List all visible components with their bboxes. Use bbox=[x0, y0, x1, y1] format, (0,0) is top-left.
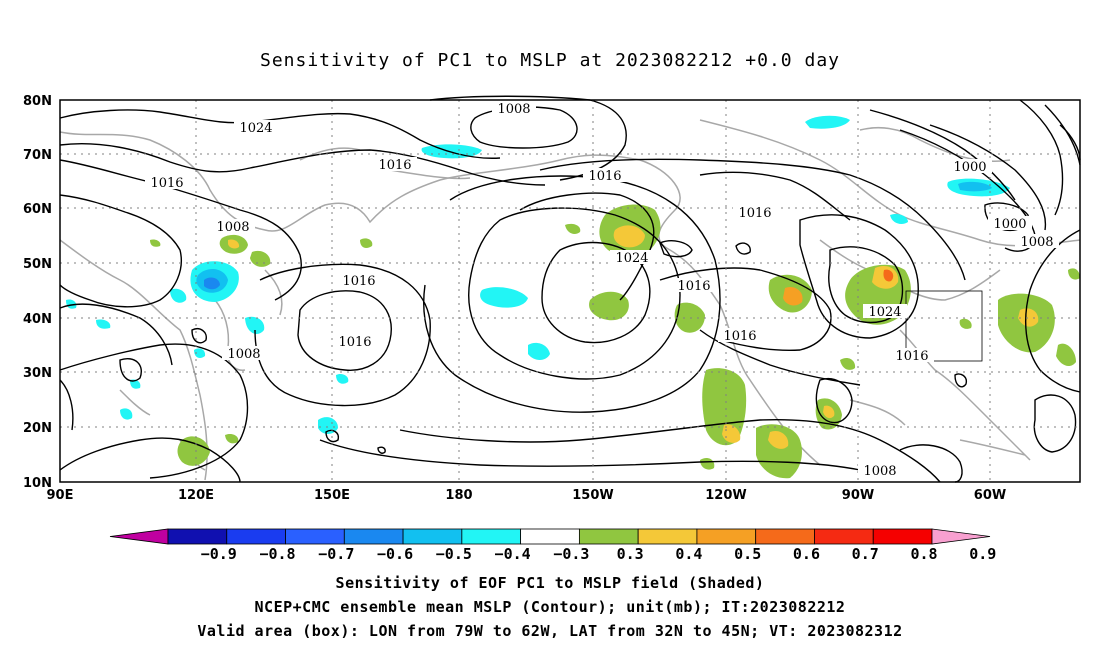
gridlines bbox=[60, 100, 1080, 482]
latitude-labels: 80N 70N 60N 50N 40N 30N 20N 10N bbox=[23, 94, 52, 491]
colorbar-label: −0.5 bbox=[436, 545, 472, 563]
lat-label: 40N bbox=[23, 312, 52, 327]
contour-label: 1024 bbox=[868, 305, 901, 320]
colorbar-swatch bbox=[755, 528, 815, 545]
lat-label: 80N bbox=[23, 94, 52, 109]
contour-label: 1016 bbox=[677, 279, 710, 294]
positive-sensitivity-shading bbox=[150, 204, 1080, 479]
lon-label: 120E bbox=[178, 488, 214, 503]
lon-label: 120W bbox=[705, 488, 746, 503]
colorbar: −0.9 −0.8 −0.7 −0.6 −0.5 −0.4 −0.3 0.3 0.4 0.5 0.6… bbox=[109, 528, 996, 563]
contour-label: 1024 bbox=[615, 251, 648, 266]
colorbar-label: −0.7 bbox=[318, 545, 354, 563]
colorbar-label: 0.6 bbox=[793, 545, 820, 563]
colorbar-label: 0.4 bbox=[675, 545, 702, 563]
colorbar-swatch bbox=[520, 528, 580, 545]
colorbar-label: 0.7 bbox=[852, 545, 879, 563]
colorbar-label: −0.8 bbox=[259, 545, 295, 563]
contour-label: 1000 bbox=[993, 217, 1026, 232]
colorbar-high-extension bbox=[931, 528, 991, 545]
contour-labels: 1024 1008 1016 1016 1016 1008 1016 1024 … bbox=[145, 101, 1059, 479]
lat-label: 70N bbox=[23, 148, 52, 163]
colorbar-label: −0.3 bbox=[553, 545, 589, 563]
contour-label: 1016 bbox=[738, 206, 771, 221]
colorbar-low-extension bbox=[109, 528, 169, 545]
caption-line-1: Sensitivity of EOF PC1 to MSLP field (Sh… bbox=[335, 574, 765, 592]
colorbar-label: 0.8 bbox=[910, 545, 937, 563]
contour-label: 1016 bbox=[895, 349, 928, 364]
colorbar-swatch bbox=[226, 528, 286, 545]
negative-sensitivity-shading bbox=[66, 115, 1010, 434]
lon-label: 150W bbox=[572, 488, 613, 503]
lon-label: 180 bbox=[445, 488, 472, 503]
map-title: Sensitivity of PC1 to MSLP at 2023082212… bbox=[259, 50, 840, 71]
map-frame bbox=[59, 99, 1081, 483]
contour-label: 1008 bbox=[863, 464, 896, 479]
caption-line-2: NCEP+CMC ensemble mean MSLP (Contour); u… bbox=[254, 598, 846, 616]
contour-label: 1000 bbox=[953, 160, 986, 175]
colorbar-swatch bbox=[285, 528, 345, 545]
lat-label: 10N bbox=[23, 476, 52, 491]
colorbar-swatch bbox=[461, 528, 522, 545]
lat-label: 30N bbox=[23, 366, 52, 381]
colorbar-label: 0.9 bbox=[969, 545, 996, 563]
colorbar-swatch bbox=[578, 528, 639, 545]
contour-label: 1008 bbox=[227, 347, 260, 362]
colorbar-label: 0.5 bbox=[734, 545, 761, 563]
lat-label: 60N bbox=[23, 202, 52, 217]
colorbar-swatch bbox=[637, 528, 698, 545]
contour-label: 1016 bbox=[723, 329, 756, 344]
contour-label: 1008 bbox=[1020, 235, 1053, 250]
colorbar-swatch bbox=[872, 528, 933, 545]
colorbar-swatch bbox=[343, 528, 404, 545]
longitude-labels: 90E 120E 150E 180 150W 120W 90W 60W bbox=[47, 488, 1007, 503]
contour-label: 1016 bbox=[588, 169, 621, 184]
caption-line-3: Valid area (box): LON from 79W to 62W, L… bbox=[197, 622, 903, 640]
contour-label: 1008 bbox=[216, 220, 249, 235]
valid-area-box bbox=[905, 290, 983, 362]
colorbar-label: −0.4 bbox=[495, 545, 531, 563]
lat-label: 50N bbox=[23, 257, 52, 272]
lon-label: 90E bbox=[47, 488, 74, 503]
contour-label: 1016 bbox=[378, 158, 411, 173]
lon-label: 150E bbox=[314, 488, 350, 503]
lon-label: 90W bbox=[842, 488, 874, 503]
colorbar-swatch bbox=[402, 528, 463, 545]
lat-label: 20N bbox=[23, 421, 52, 436]
colorbar-label: 0.3 bbox=[617, 545, 644, 563]
contour-label: 1016 bbox=[342, 274, 375, 289]
contour-label: 1016 bbox=[150, 176, 183, 191]
colorbar-swatch bbox=[167, 528, 228, 545]
contour-label: 1016 bbox=[338, 335, 371, 350]
lon-label: 60W bbox=[974, 488, 1006, 503]
contour-label: 1008 bbox=[497, 102, 530, 117]
colorbar-swatch bbox=[814, 528, 874, 545]
colorbar-label: −0.9 bbox=[201, 545, 237, 563]
contour-label: 1024 bbox=[239, 121, 272, 136]
colorbar-swatch bbox=[696, 528, 757, 545]
colorbar-label: −0.6 bbox=[377, 545, 413, 563]
